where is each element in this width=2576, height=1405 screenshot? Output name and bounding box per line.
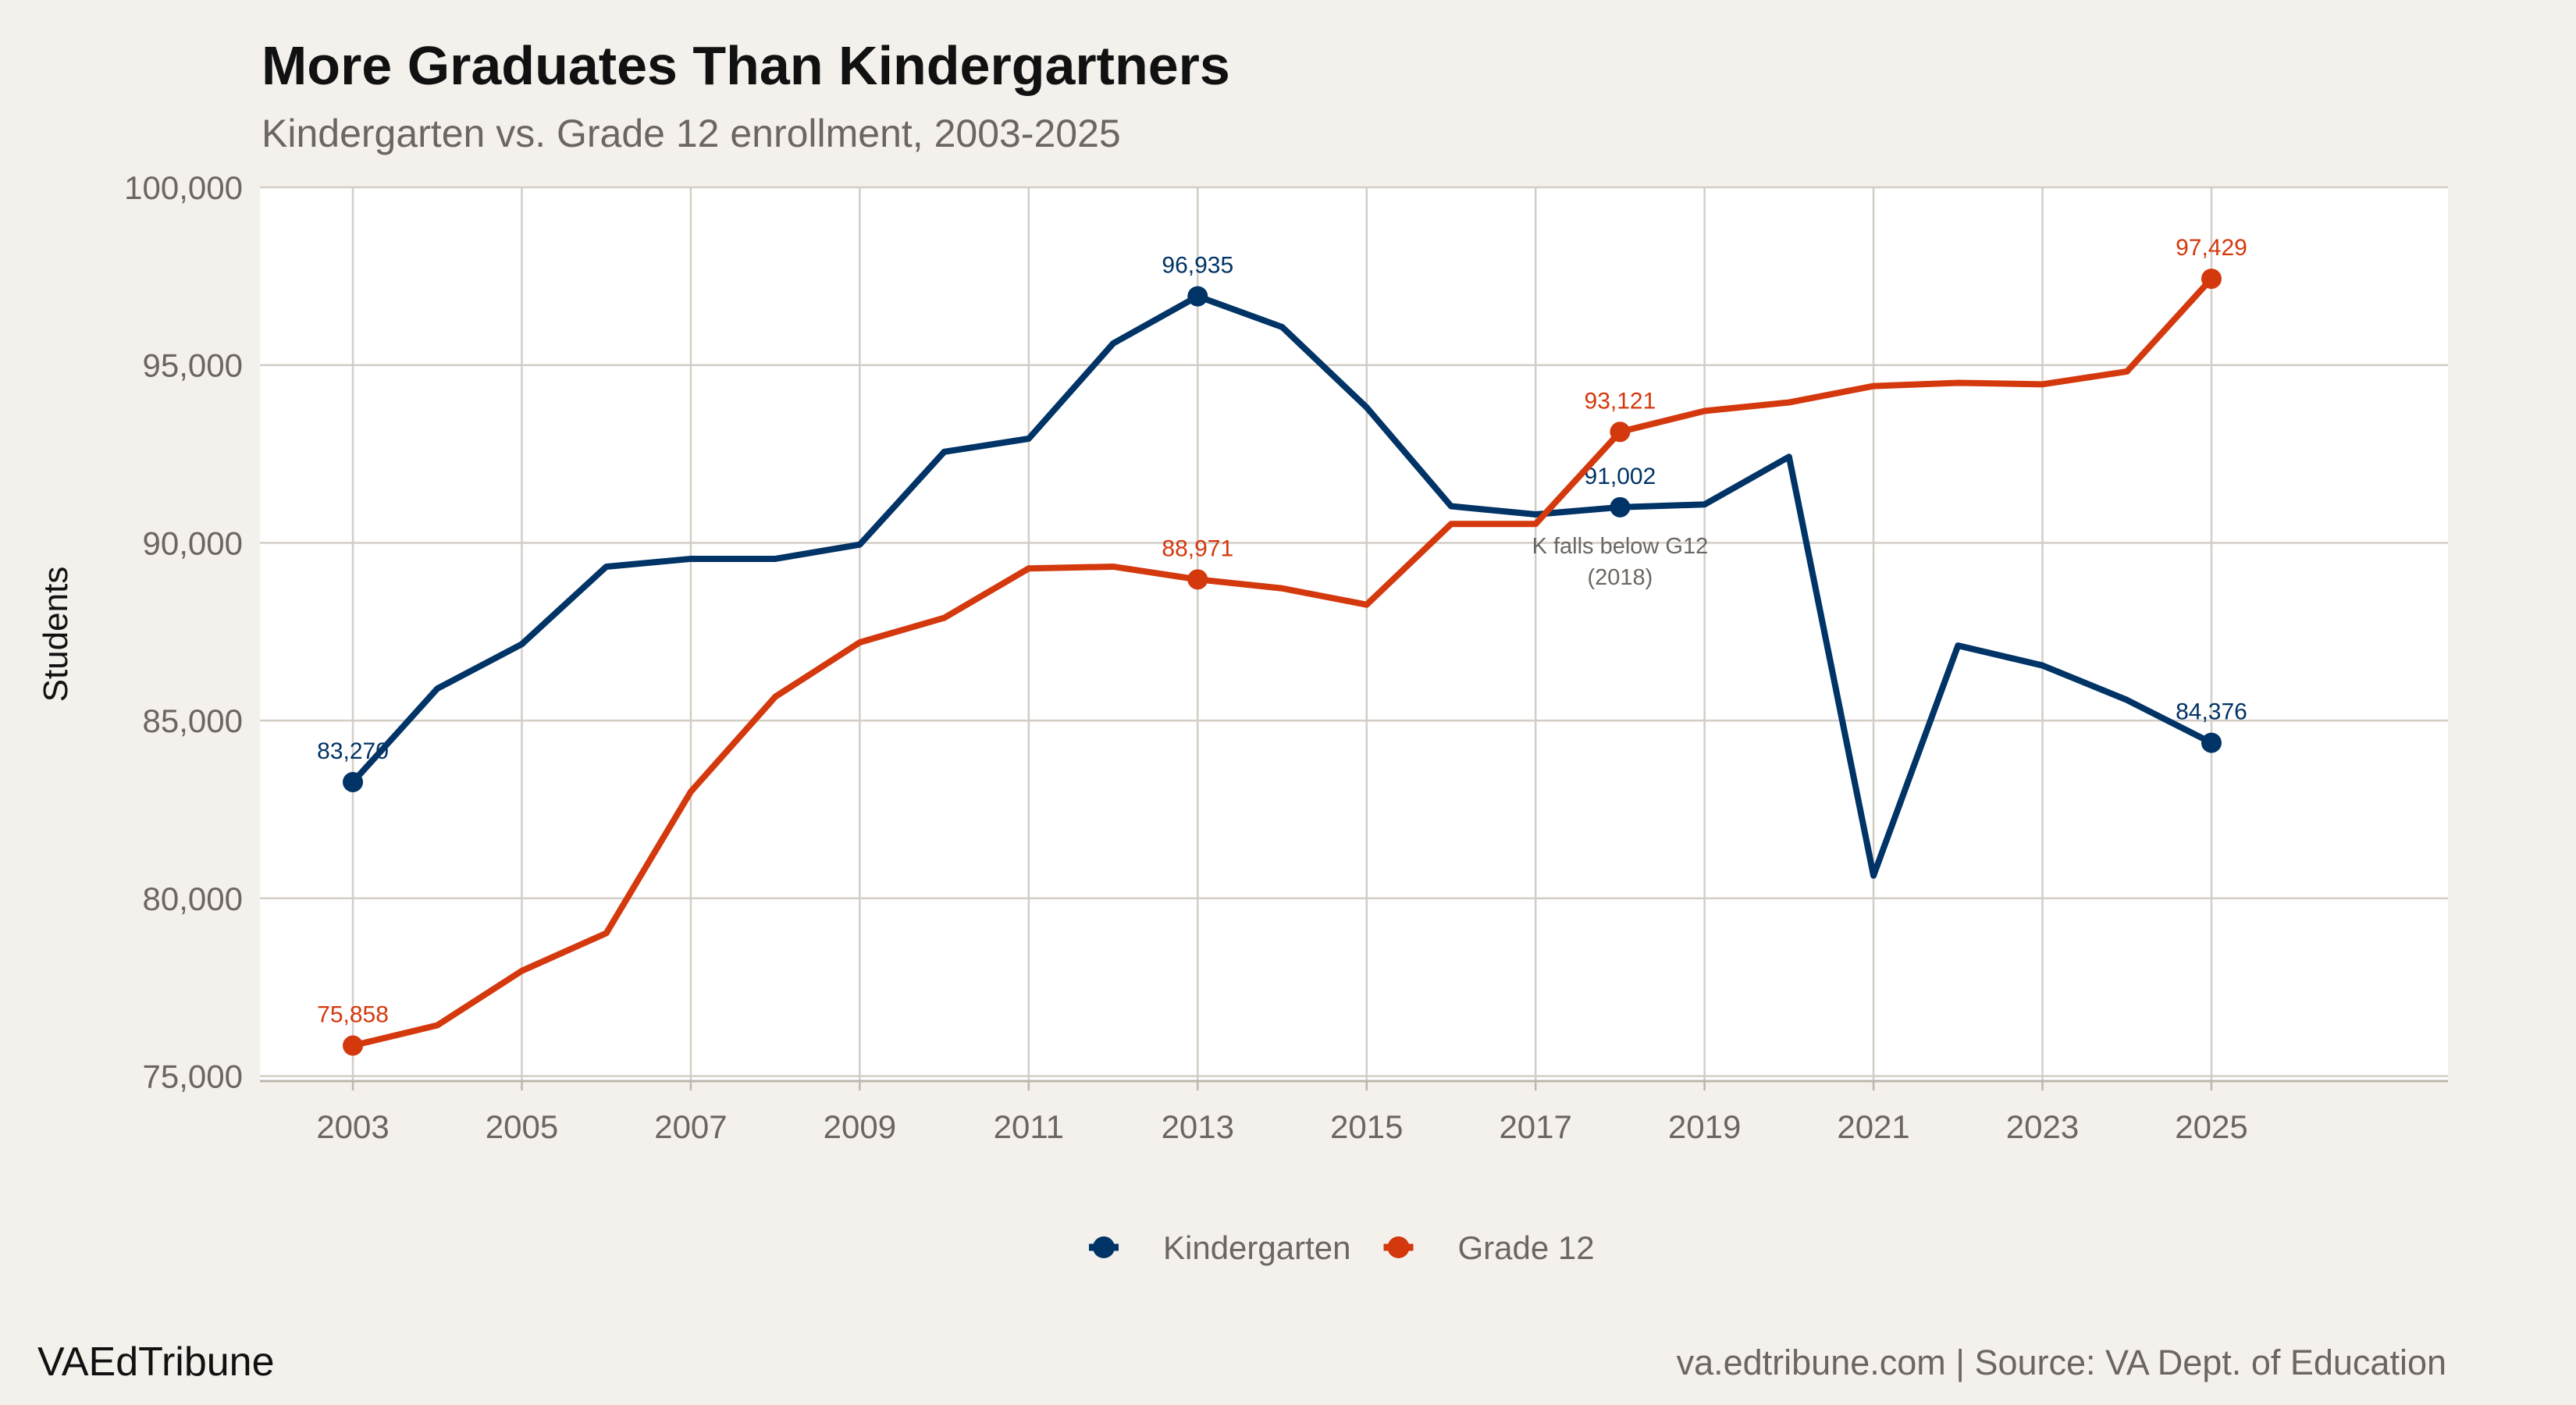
y-tick-label: 75,000	[143, 1058, 243, 1095]
legend-grade-12-label: Grade 12	[1458, 1229, 1595, 1266]
x-tick-label: 2019	[1668, 1108, 1741, 1145]
grade-12-point	[343, 1035, 364, 1056]
kindergarten-point	[1610, 496, 1631, 518]
grade-12-data-label: 88,971	[1162, 535, 1233, 561]
kindergarten-point	[1187, 286, 1208, 307]
y-tick-label: 100,000	[124, 169, 243, 206]
chart-subtitle: Kindergarten vs. Grade 12 enrollment, 20…	[262, 112, 1121, 155]
y-axis-label: Students	[37, 567, 75, 702]
grade-12-point	[1610, 422, 1631, 443]
source-credit: va.edtribune.com | Source: VA Dept. of E…	[1676, 1343, 2446, 1382]
kindergarten-line	[350, 293, 2213, 879]
annotation-text: (2018)	[1587, 565, 1653, 590]
x-tick-label: 2003	[316, 1108, 389, 1145]
x-tick-label: 2023	[2006, 1108, 2079, 1145]
kindergarten-point	[2201, 732, 2222, 753]
kindergarten-data-label: 96,935	[1162, 253, 1233, 279]
grade-12-data-label: 97,429	[2176, 235, 2247, 261]
kindergarten-point	[343, 771, 364, 792]
y-tick-label: 80,000	[143, 880, 243, 917]
kindergarten-data-label: 84,376	[2176, 699, 2247, 725]
grade-12-line	[352, 276, 2214, 1049]
annotation-text: K falls below G12	[1532, 534, 1709, 559]
x-tick-label: 2015	[1330, 1108, 1403, 1145]
x-tick-label: 2017	[1499, 1108, 1571, 1145]
x-tick-label: 2013	[1162, 1108, 1234, 1145]
grade-12-data-label: 75,858	[317, 1002, 389, 1028]
legend-kindergarten-marker-icon	[1093, 1236, 1115, 1258]
brand-logo-text: VAEdTribune	[37, 1339, 275, 1385]
grade-12-point	[2201, 269, 2222, 290]
kindergarten-data-label: 91,002	[1585, 464, 1656, 489]
plot-panel	[260, 187, 2448, 1081]
kindergarten-data-label: 83,270	[317, 738, 389, 764]
x-tick-label: 2025	[2175, 1108, 2247, 1145]
grade-12-point	[1187, 569, 1208, 590]
grade-12-data-label: 93,121	[1585, 388, 1656, 414]
legend-grade-12-marker-icon	[1387, 1236, 1410, 1258]
y-tick-label: 90,000	[143, 525, 243, 561]
x-tick-label: 2007	[654, 1108, 727, 1145]
chart-title: More Graduates Than Kindergartners	[262, 35, 1230, 96]
x-tick-label: 2021	[1837, 1108, 1909, 1145]
y-tick-label: 95,000	[143, 347, 243, 384]
y-tick-label: 85,000	[143, 702, 243, 739]
legend-kindergarten-label: Kindergarten	[1163, 1229, 1351, 1266]
x-tick-label: 2011	[994, 1108, 1064, 1145]
x-tick-label: 2005	[486, 1108, 558, 1145]
x-tick-label: 2009	[824, 1108, 896, 1145]
